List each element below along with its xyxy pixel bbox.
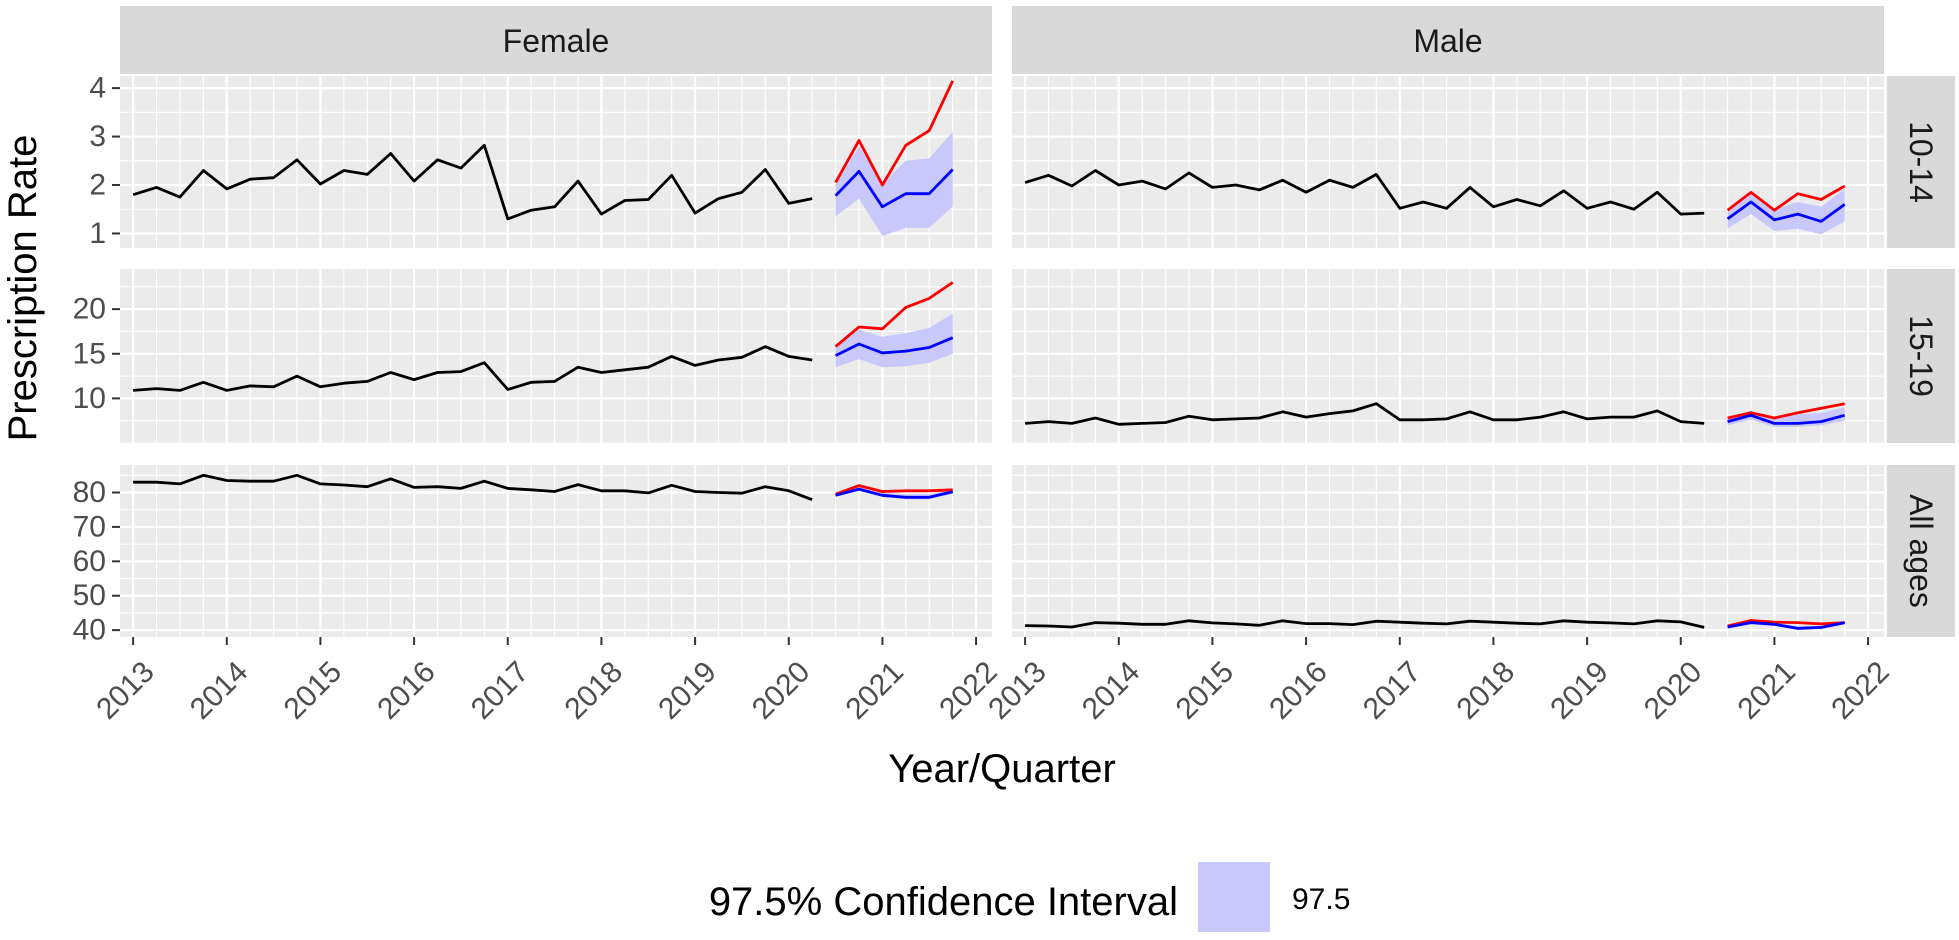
legend-key-swatch bbox=[1198, 862, 1270, 932]
x-tick-label: 2021 bbox=[1732, 655, 1803, 726]
y-tick-label: 3 bbox=[89, 120, 106, 153]
panel-background bbox=[1012, 76, 1884, 248]
upper-line-female-all-ages bbox=[835, 484, 953, 496]
predicted-line-male-all-ages bbox=[1727, 621, 1845, 630]
legend-title: 97.5% Confidence Interval bbox=[709, 880, 1178, 924]
observed-line-female-15-19 bbox=[132, 345, 813, 392]
x-tick-label: 2019 bbox=[1544, 655, 1615, 726]
x-tick-label: 2019 bbox=[652, 655, 723, 726]
strip-male bbox=[1012, 6, 1884, 74]
y-tick-label: 50 bbox=[73, 579, 106, 612]
y-tick-label: 70 bbox=[73, 510, 106, 543]
legend: 97.5% Confidence Interval 97.5 bbox=[709, 862, 1350, 932]
ci-band-female-10-14 bbox=[835, 131, 953, 236]
y-tick-label: 1 bbox=[89, 217, 106, 250]
observed-line-male-15-19 bbox=[1024, 402, 1705, 426]
x-tick-label: 2018 bbox=[559, 655, 630, 726]
strip-label-10-14: 10-14 bbox=[1903, 121, 1939, 203]
panels-layer bbox=[120, 76, 1884, 637]
panel-female-10-14 bbox=[120, 76, 992, 248]
upper-line-male-10-14 bbox=[1726, 184, 1846, 212]
ci-band-male-10-14 bbox=[1727, 188, 1845, 235]
x-tick-label: 2014 bbox=[1076, 655, 1147, 726]
x-tick-label: 2017 bbox=[465, 655, 536, 726]
strip-label-male: Male bbox=[1413, 23, 1482, 59]
strip-15-19 bbox=[1887, 269, 1955, 443]
legend-key-label: 97.5 bbox=[1292, 883, 1350, 916]
x-tick-label: 2015 bbox=[278, 655, 349, 726]
upper-line-male-all-ages bbox=[1727, 619, 1845, 628]
strip-10-14 bbox=[1887, 76, 1955, 248]
observed-line-male-10-14 bbox=[1024, 169, 1705, 216]
y-tick-label: 20 bbox=[73, 293, 106, 326]
observed-line-female-10-14 bbox=[132, 143, 813, 221]
ci-band-female-15-19 bbox=[835, 313, 953, 368]
panel-male-all-ages bbox=[1012, 465, 1884, 637]
predicted-line-female-15-19 bbox=[834, 336, 954, 357]
x-tick-label: 2013 bbox=[90, 655, 161, 726]
upper-line-male-15-19 bbox=[1727, 402, 1845, 420]
panel-female-15-19 bbox=[120, 269, 992, 444]
strips-layer: Female Male 10-14 15-19 All ages bbox=[120, 6, 1955, 637]
observed-line-female-all-ages bbox=[133, 473, 813, 502]
observed-line-male-all-ages bbox=[1025, 619, 1705, 629]
strip-label-all-ages: All ages bbox=[1903, 494, 1939, 608]
strip-female bbox=[120, 6, 992, 74]
x-tick-label: 2018 bbox=[1451, 655, 1522, 726]
y-tick-label: 40 bbox=[73, 614, 106, 647]
x-tick-label: 2021 bbox=[840, 655, 911, 726]
panel-male-15-19 bbox=[1012, 269, 1884, 444]
x-tick-label: 2016 bbox=[371, 655, 442, 726]
y-tick-label: 4 bbox=[89, 72, 106, 105]
x-tick-label: 2020 bbox=[1638, 655, 1709, 726]
y-tick-label: 2 bbox=[89, 169, 106, 202]
panel-background bbox=[1012, 269, 1884, 443]
x-tick-label: 2015 bbox=[1170, 655, 1241, 726]
panel-background bbox=[1012, 465, 1884, 637]
x-axis-title: Year/Quarter bbox=[888, 747, 1116, 791]
y-tick-label: 60 bbox=[73, 545, 106, 578]
strip-label-15-19: 15-19 bbox=[1903, 315, 1939, 397]
predicted-line-female-all-ages bbox=[835, 487, 954, 499]
panel-female-all-ages bbox=[120, 465, 992, 637]
x-tick-label: 2020 bbox=[746, 655, 817, 726]
predicted-line-male-10-14 bbox=[1726, 200, 1846, 223]
x-tick-label: 2014 bbox=[184, 655, 255, 726]
upper-line-female-10-14 bbox=[834, 80, 954, 187]
upper-line-female-15-19 bbox=[834, 281, 954, 348]
x-tick-label: 2013 bbox=[982, 655, 1053, 726]
panel-male-10-14 bbox=[1012, 76, 1884, 248]
y-tick-label: 15 bbox=[73, 337, 106, 370]
strip-all-ages bbox=[1887, 465, 1955, 637]
y-axis-title: Prescription Rate bbox=[1, 135, 45, 442]
strip-label-female: Female bbox=[503, 23, 610, 59]
x-tick-label: 2016 bbox=[1263, 655, 1334, 726]
x-tick-label: 2017 bbox=[1357, 655, 1428, 726]
y-tick-label: 80 bbox=[73, 476, 106, 509]
y-tick-label: 10 bbox=[73, 382, 106, 415]
predicted-line-female-10-14 bbox=[834, 168, 954, 209]
x-tick-label: 2022 bbox=[1825, 655, 1896, 726]
predicted-line-male-15-19 bbox=[1727, 413, 1846, 425]
